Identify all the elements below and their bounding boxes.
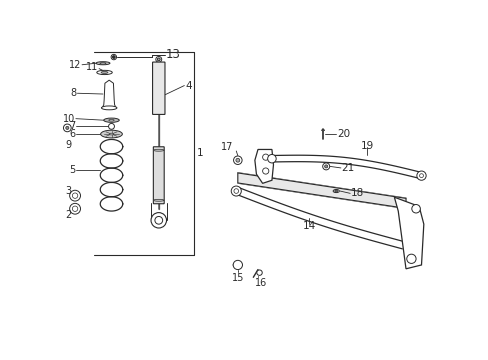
Circle shape	[235, 158, 239, 162]
Circle shape	[156, 57, 162, 62]
Ellipse shape	[321, 130, 324, 131]
Text: 21: 21	[341, 163, 354, 173]
Circle shape	[411, 204, 420, 213]
Circle shape	[63, 124, 71, 132]
Ellipse shape	[101, 72, 108, 73]
Ellipse shape	[153, 199, 163, 201]
Text: 14: 14	[302, 221, 315, 231]
Circle shape	[267, 154, 276, 163]
Ellipse shape	[97, 70, 112, 75]
Ellipse shape	[103, 118, 119, 122]
Ellipse shape	[334, 190, 337, 192]
Circle shape	[69, 190, 81, 201]
Circle shape	[233, 156, 242, 165]
Circle shape	[233, 189, 238, 193]
Circle shape	[66, 126, 69, 130]
Ellipse shape	[109, 133, 114, 135]
Circle shape	[419, 174, 423, 177]
Circle shape	[112, 56, 115, 58]
Text: 7: 7	[69, 121, 75, 131]
Polygon shape	[237, 173, 405, 208]
Text: 1: 1	[196, 148, 203, 158]
Circle shape	[256, 270, 262, 275]
Text: 13: 13	[165, 48, 180, 61]
Circle shape	[108, 123, 114, 129]
Circle shape	[151, 213, 166, 228]
Polygon shape	[102, 80, 116, 108]
Ellipse shape	[108, 120, 114, 121]
Circle shape	[157, 58, 160, 61]
Circle shape	[155, 216, 163, 224]
Text: 3: 3	[66, 186, 72, 196]
Circle shape	[231, 186, 241, 196]
Circle shape	[72, 206, 78, 211]
Ellipse shape	[153, 149, 163, 151]
Text: 12: 12	[69, 60, 81, 70]
Text: 8: 8	[70, 88, 77, 98]
Text: 10: 10	[62, 114, 75, 123]
Circle shape	[416, 171, 425, 180]
Polygon shape	[393, 197, 423, 269]
Text: 20: 20	[336, 129, 349, 139]
Ellipse shape	[96, 62, 110, 65]
Text: 4: 4	[185, 81, 191, 91]
Text: 16: 16	[254, 278, 266, 288]
Polygon shape	[254, 149, 273, 183]
Text: 6: 6	[69, 129, 75, 139]
FancyBboxPatch shape	[152, 62, 164, 114]
Text: 19: 19	[360, 141, 373, 150]
Circle shape	[324, 165, 327, 168]
Ellipse shape	[100, 63, 106, 64]
Text: 17: 17	[221, 142, 233, 152]
Text: 18: 18	[350, 188, 364, 198]
Ellipse shape	[101, 130, 122, 138]
Text: 15: 15	[231, 273, 244, 283]
Text: 11: 11	[86, 62, 98, 72]
Circle shape	[262, 168, 268, 174]
Circle shape	[69, 203, 81, 214]
FancyBboxPatch shape	[153, 147, 164, 204]
Circle shape	[72, 193, 78, 198]
Text: 5: 5	[69, 165, 75, 175]
Polygon shape	[237, 173, 405, 208]
Circle shape	[111, 54, 116, 60]
Ellipse shape	[332, 189, 339, 193]
Circle shape	[233, 260, 242, 270]
Text: 9: 9	[66, 140, 72, 150]
Circle shape	[262, 154, 268, 160]
Circle shape	[406, 254, 415, 264]
Text: 2: 2	[65, 210, 72, 220]
Circle shape	[322, 163, 329, 170]
Ellipse shape	[101, 106, 117, 110]
